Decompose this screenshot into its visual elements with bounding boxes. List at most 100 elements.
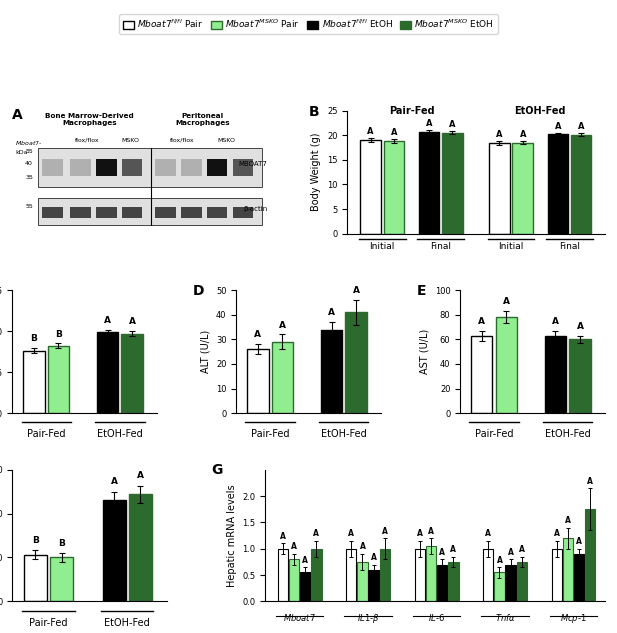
Text: D: D	[193, 284, 204, 298]
Bar	[505, 565, 516, 601]
Text: MSKO: MSKO	[122, 138, 140, 143]
Text: A: A	[565, 516, 571, 525]
Bar	[233, 206, 253, 218]
Bar	[574, 554, 584, 601]
Text: A: A	[367, 127, 374, 136]
Bar	[278, 549, 288, 601]
Text: flox/flox: flox/flox	[75, 138, 99, 143]
Text: A: A	[280, 532, 286, 541]
Bar	[442, 133, 463, 234]
Text: Bone Marrow-Derived
Macrophages: Bone Marrow-Derived Macrophages	[45, 113, 134, 126]
Text: A: A	[291, 542, 297, 551]
Bar	[23, 351, 44, 413]
Bar	[207, 206, 228, 218]
Bar	[426, 546, 436, 601]
Text: EtOH-Fed: EtOH-Fed	[321, 429, 366, 439]
Text: A: A	[137, 472, 144, 480]
Bar	[471, 335, 492, 413]
Bar	[70, 206, 91, 218]
Bar	[415, 549, 425, 601]
Text: A: A	[520, 130, 526, 139]
Text: kDa: kDa	[15, 150, 27, 155]
Text: Initial: Initial	[499, 242, 524, 251]
Text: E: E	[417, 284, 426, 298]
Text: A: A	[302, 556, 308, 565]
Bar	[448, 562, 458, 601]
Text: Pair-Fed: Pair-Fed	[474, 429, 513, 439]
Text: A: A	[104, 316, 111, 325]
Text: A: A	[360, 542, 365, 551]
Text: G: G	[211, 463, 222, 477]
Text: B: B	[55, 330, 62, 339]
Text: B: B	[32, 536, 39, 545]
Bar	[247, 349, 268, 413]
Bar	[38, 198, 262, 225]
Text: B: B	[308, 104, 319, 118]
Text: Pair-Fed: Pair-Fed	[251, 429, 289, 439]
Text: EtOH-Fed: EtOH-Fed	[545, 429, 590, 439]
Text: A: A	[496, 130, 503, 139]
Bar	[233, 159, 253, 176]
Bar	[24, 555, 47, 601]
Text: A: A	[555, 122, 561, 131]
Y-axis label: Body Weight (g): Body Weight (g)	[312, 133, 321, 211]
Text: A: A	[576, 322, 584, 331]
Bar	[129, 494, 152, 601]
Text: A: A	[279, 320, 286, 330]
Legend: $\it{Mboat7}^{fl/fl}$ Pair, $\it{Mboat7}^{MSKO}$ Pair, $\it{Mboat7}^{fl/fl}$ EtO: $\it{Mboat7}^{fl/fl}$ Pair, $\it{Mboat7}…	[119, 14, 498, 34]
Bar	[271, 342, 293, 413]
Bar	[548, 134, 568, 234]
Text: A: A	[478, 317, 485, 326]
Text: A: A	[554, 529, 560, 538]
Bar	[321, 330, 342, 413]
Text: A: A	[254, 330, 261, 339]
Text: $\it{Mboat7}$-: $\it{Mboat7}$-	[15, 139, 43, 147]
Text: $\it{Mcp}$-$\it{1}$: $\it{Mcp}$-$\it{1}$	[560, 612, 587, 625]
Text: A: A	[371, 553, 376, 562]
Text: EtOH-Fed: EtOH-Fed	[97, 429, 143, 439]
Text: MSKO: MSKO	[217, 138, 235, 143]
Text: A: A	[552, 317, 559, 326]
Text: β-actin: β-actin	[243, 206, 267, 212]
Text: A: A	[486, 529, 491, 538]
Bar	[346, 312, 367, 413]
Bar	[42, 206, 62, 218]
Text: B: B	[30, 334, 37, 344]
Bar	[357, 562, 368, 601]
Bar	[207, 159, 228, 176]
Bar	[494, 572, 505, 601]
Bar	[437, 565, 447, 601]
Text: Final: Final	[559, 242, 580, 251]
Text: 55: 55	[25, 204, 33, 209]
Y-axis label: Hepatic mRNA levels: Hepatic mRNA levels	[227, 484, 237, 587]
Text: flox/flox: flox/flox	[170, 138, 194, 143]
Text: A: A	[428, 527, 434, 536]
Text: A: A	[417, 529, 423, 538]
Text: Pair-Fed: Pair-Fed	[27, 429, 65, 439]
Bar	[96, 159, 117, 176]
Text: A: A	[328, 308, 335, 317]
Bar	[70, 159, 91, 176]
Text: Pair-Fed: Pair-Fed	[389, 106, 434, 116]
Text: EtOH-Fed: EtOH-Fed	[104, 618, 150, 629]
Bar	[516, 562, 527, 601]
Text: A: A	[353, 286, 360, 295]
Bar	[155, 159, 176, 176]
Text: Pair-Fed: Pair-Fed	[29, 618, 68, 629]
Bar	[122, 159, 143, 176]
Text: Peritoneal
Macrophages: Peritoneal Macrophages	[176, 113, 230, 126]
Text: A: A	[503, 298, 510, 306]
Bar	[300, 572, 310, 601]
Text: $\it{Mboat7}$: $\it{Mboat7}$	[283, 612, 316, 623]
Bar	[122, 334, 143, 413]
Text: A: A	[578, 122, 584, 132]
Text: $\it{IL1}$-$\it{\beta}$: $\it{IL1}$-$\it{\beta}$	[357, 612, 379, 625]
Text: A: A	[382, 527, 388, 536]
Bar	[368, 570, 379, 601]
Bar	[419, 132, 439, 234]
Text: 40: 40	[25, 161, 33, 166]
Bar	[155, 206, 176, 218]
Text: A: A	[449, 120, 456, 129]
Bar	[384, 141, 404, 234]
Text: MBOAT7: MBOAT7	[238, 161, 267, 166]
